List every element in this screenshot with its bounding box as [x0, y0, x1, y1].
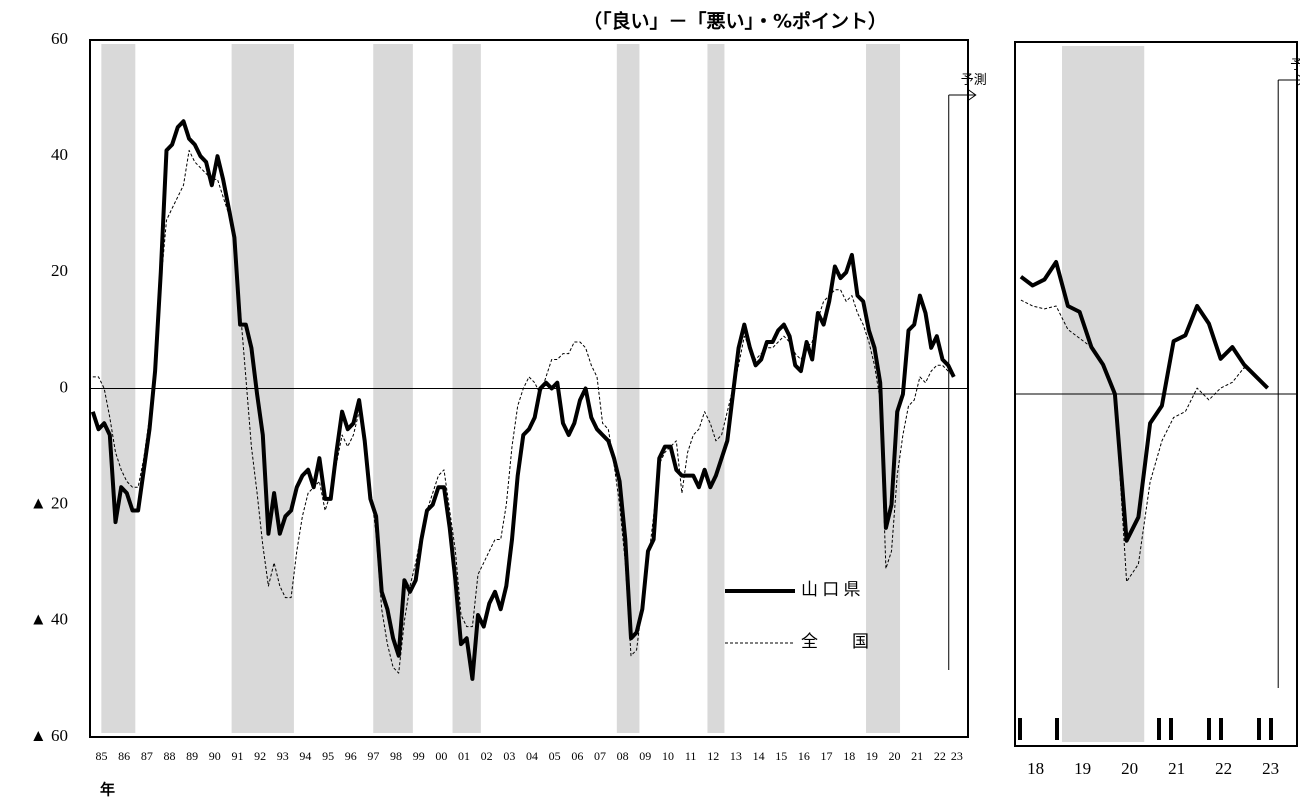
x-tick-label: 21 [1168, 759, 1185, 778]
x-tick-label: 20 [889, 749, 901, 763]
legend-label: 全 国 [801, 632, 869, 651]
x-tick-label: 91 [231, 749, 243, 763]
national-line [1020, 299, 1268, 583]
x-tick-label: 94 [299, 749, 311, 763]
x-tick-label: 03 [503, 749, 515, 763]
prefecture-line [90, 119, 956, 681]
x-tick-label: 11 [685, 749, 697, 763]
forecast-label: 予測 [1290, 57, 1300, 72]
x-tick-label: 19 [866, 749, 878, 763]
x-tick-label: 07 [594, 749, 606, 763]
x-tick-label: 13 [730, 749, 742, 763]
x-tick-label: 23 [951, 749, 963, 763]
x-tick-label: 97 [367, 749, 379, 763]
x-tick-label: 99 [413, 749, 425, 763]
x-tick-label: 14 [753, 749, 765, 763]
x-tick-label: 01 [458, 749, 470, 763]
plot-frame [89, 39, 969, 738]
x-tick-label: 22 [1215, 759, 1232, 778]
y-tick-label: ▲ 20 [30, 494, 68, 513]
x-tick-label: 08 [617, 749, 629, 763]
x-tick-label: 88 [163, 749, 175, 763]
x-tick-label: 05 [549, 749, 561, 763]
x-tick-label: 93 [277, 749, 289, 763]
y-tick-label: 40 [51, 145, 68, 164]
y-tick-label: ▲ 60 [30, 726, 68, 745]
x-tick-label: 96 [345, 749, 357, 763]
x-tick-label: 10 [662, 749, 674, 763]
x-tick-label: 17 [821, 749, 833, 763]
x-tick-label: 23 [1262, 759, 1279, 778]
plot-frame [1014, 41, 1298, 747]
x-tick-label: 90 [209, 749, 221, 763]
x-tick-label: 18 [1027, 759, 1044, 778]
x-tick-label: 09 [639, 749, 651, 763]
x-tick-label: 19 [1074, 759, 1091, 778]
x-tick-label: 00 [435, 749, 447, 763]
x-tick-label: 16 [798, 749, 810, 763]
x-tick-label: 87 [141, 749, 153, 763]
y-tick-label: 0 [60, 377, 69, 396]
inset-quarter-markers [1018, 718, 1273, 740]
x-tick-label: 02 [481, 749, 493, 763]
x-tick-label: 85 [95, 749, 107, 763]
x-tick-label: 86 [118, 749, 130, 763]
x-tick-label: 20 [1121, 759, 1138, 778]
y-tick-label: 60 [51, 29, 68, 48]
x-tick-label: 21 [911, 749, 923, 763]
y-tick-label: ▲ 40 [30, 610, 68, 629]
x-tick-label: 95 [322, 749, 334, 763]
x-tick-label: 04 [526, 749, 538, 763]
prefecture-line [1019, 260, 1270, 543]
y-tick-label: 20 [51, 261, 68, 280]
x-tick-label: 12 [707, 749, 719, 763]
x-tick-label: 15 [775, 749, 787, 763]
national-line [92, 149, 955, 674]
x-tick-label: 92 [254, 749, 266, 763]
x-tick-label: 22 [934, 749, 946, 763]
unit-label: （「良い」－「悪い」・%ポイント） [583, 10, 887, 33]
forecast-label: 予測 [961, 72, 987, 87]
forecast-arrow [948, 89, 977, 101]
x-axis-label: 年 [100, 781, 115, 799]
x-tick-label: 89 [186, 749, 198, 763]
x-tick-label: 98 [390, 749, 402, 763]
x-tick-label: 18 [843, 749, 855, 763]
x-tick-label: 06 [571, 749, 583, 763]
legend-label: 山 口 県 [801, 580, 861, 599]
